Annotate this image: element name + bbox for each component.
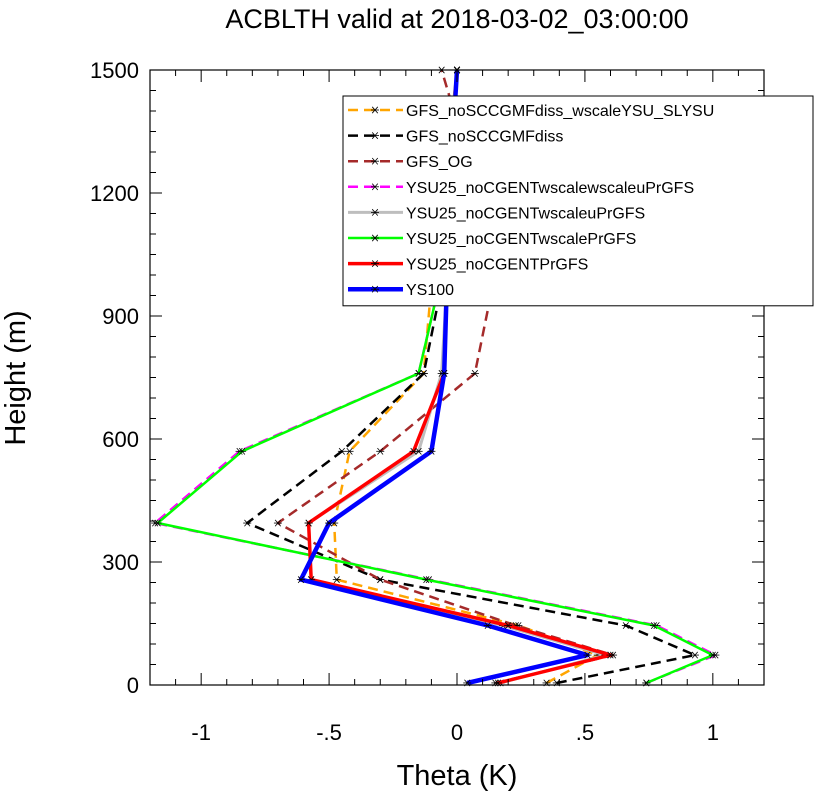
series-point bbox=[621, 622, 630, 630]
series-point bbox=[422, 576, 431, 584]
tick-labels-group: -1 -.5 0 .5 1 0 300 600 900 1200 1500 bbox=[90, 58, 719, 745]
x-tick-label: 0 bbox=[451, 720, 463, 745]
legend-label: YSU25_noCGENTwscalewscaleuPrGFS bbox=[406, 180, 694, 197]
series-point bbox=[649, 622, 658, 630]
y-tick-label: 0 bbox=[127, 673, 139, 698]
legend-label: YSU25_noCGENTPrGFS bbox=[406, 257, 588, 274]
legend-label: GFS_OG bbox=[406, 154, 473, 171]
series-point bbox=[273, 519, 282, 527]
y-tick-label: 1500 bbox=[90, 58, 139, 83]
legend-label: GFS_noSCCGMFdiss_wscaleYSU_SLYSU bbox=[406, 103, 714, 120]
x-tick-label: .5 bbox=[576, 720, 594, 745]
legend-item: YSU25_noCGENTPrGFS bbox=[348, 257, 588, 274]
legend-label: YSU25_noCGENTwscaleuPrGFS bbox=[406, 205, 645, 222]
series-point bbox=[440, 369, 449, 377]
series-point bbox=[414, 369, 423, 377]
legend-item: GFS_OG bbox=[348, 154, 473, 171]
series-point bbox=[483, 622, 492, 630]
legend-marker bbox=[371, 183, 379, 191]
legend-item: GFS_noSCCGMFdiss bbox=[348, 129, 563, 146]
series-point bbox=[304, 519, 313, 527]
legend-box bbox=[342, 95, 814, 307]
legend-marker bbox=[371, 285, 379, 293]
series-point bbox=[470, 369, 479, 377]
series-point bbox=[376, 447, 385, 455]
x-tick-label: 1 bbox=[707, 720, 719, 745]
x-axis-label: Theta (K) bbox=[397, 760, 518, 792]
series-point bbox=[504, 622, 513, 630]
series-point bbox=[583, 651, 592, 659]
legend-item: GFS_noSCCGMFdiss_wscaleYSU_SLYSU bbox=[348, 103, 714, 120]
series-point bbox=[296, 576, 305, 584]
legend-label: YS100 bbox=[406, 282, 454, 299]
y-tick-label: 900 bbox=[102, 304, 139, 329]
series-point bbox=[325, 519, 334, 527]
legend-marker bbox=[371, 132, 379, 140]
legend-label: GFS_noSCCGMFdiss bbox=[406, 129, 563, 146]
legend-item: YS100 bbox=[348, 282, 454, 299]
legend-item: YSU25_noCGENTwscalewscaleuPrGFS bbox=[348, 180, 694, 197]
x-tick-label: -1 bbox=[191, 720, 211, 745]
legend-item: YSU25_noCGENTwscalePrGFS bbox=[348, 231, 636, 248]
series-point bbox=[243, 519, 252, 527]
legend-marker bbox=[371, 157, 379, 165]
series-point bbox=[708, 651, 717, 659]
series-point bbox=[409, 447, 418, 455]
series-point bbox=[606, 651, 615, 659]
x-tick-label: -.5 bbox=[316, 720, 342, 745]
y-tick-label: 600 bbox=[102, 427, 139, 452]
legend-item: YSU25_noCGENTwscaleuPrGFS bbox=[348, 205, 645, 222]
legend-marker bbox=[371, 208, 379, 216]
series-point bbox=[690, 651, 699, 659]
series-point bbox=[332, 576, 341, 584]
chart-title: ACBLTH valid at 2018-03-02_03:00:00 bbox=[225, 4, 688, 34]
series-point bbox=[345, 447, 354, 455]
legend-marker bbox=[371, 234, 379, 242]
y-tick-label: 300 bbox=[102, 550, 139, 575]
series-point bbox=[427, 447, 436, 455]
legend: GFS_noSCCGMFdiss_wscaleYSU_SLYSU GFS_noSC… bbox=[342, 95, 814, 307]
y-axis-label: Height (m) bbox=[0, 310, 32, 445]
series-point bbox=[376, 576, 385, 584]
legend-label: YSU25_noCGENTwscalePrGFS bbox=[406, 231, 636, 248]
series-point bbox=[337, 447, 346, 455]
series-point bbox=[238, 447, 247, 455]
legend-marker bbox=[371, 106, 379, 114]
legend-marker bbox=[371, 260, 379, 268]
y-tick-label: 1200 bbox=[90, 181, 139, 206]
